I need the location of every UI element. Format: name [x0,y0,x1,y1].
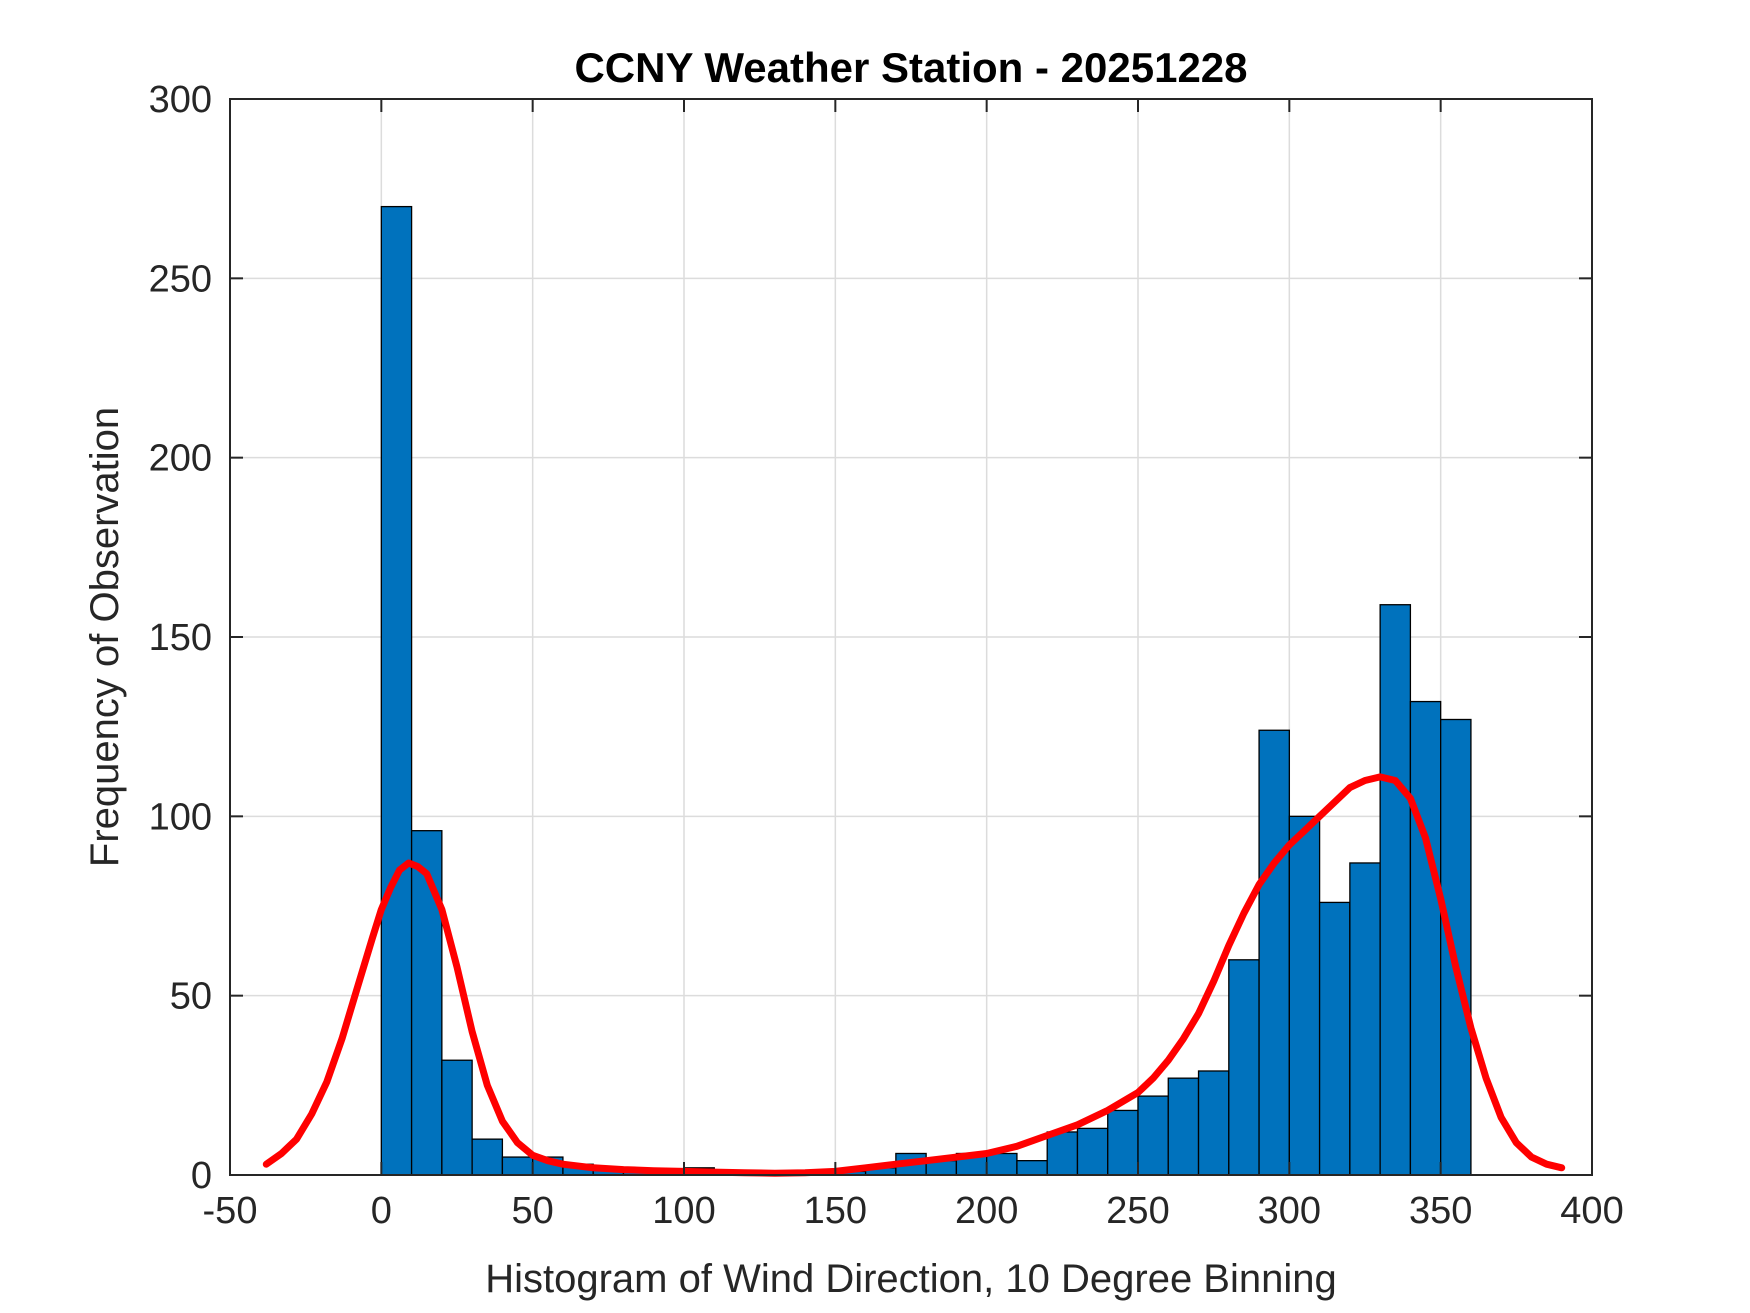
x-tick-label: 300 [1258,1190,1321,1232]
y-tick-label: 0 [191,1155,212,1197]
histogram-bars [380,205,1472,1176]
x-tick-label: 50 [512,1190,554,1232]
histogram-bar [1349,862,1381,1176]
histogram-bar [410,830,443,1176]
histogram-bar [1016,1160,1048,1176]
y-tick-label: 150 [149,617,212,659]
x-tick-label: 150 [804,1190,867,1232]
density-curve [262,773,1566,1177]
histogram-bar [1440,718,1472,1176]
histogram-bar [501,1156,534,1176]
histogram-bar [1107,1109,1139,1176]
histogram-bar [1318,901,1351,1176]
histogram-bar [1046,1131,1079,1176]
histogram-bar [1288,815,1321,1176]
histogram-bar [1167,1077,1200,1176]
axis-ticks: -50 0 50 100 150 200 250 300 350 4000501001502002… [149,79,1624,1232]
y-tick-label: 50 [170,976,212,1018]
x-tick-label: 100 [652,1190,715,1232]
y-tick-label: 200 [149,438,212,480]
x-tick-label: 400 [1560,1190,1623,1232]
y-tick-label: 100 [149,796,212,838]
density-curve-layer [262,773,1566,1177]
x-tick-label: 0 [371,1190,392,1232]
histogram-bar [1228,959,1260,1176]
histogram-bar [380,205,413,1176]
y-tick-label: 300 [149,79,212,121]
x-tick-label: 250 [1106,1190,1169,1232]
x-tick-label: 200 [955,1190,1018,1232]
histogram-bar [471,1138,504,1176]
x-axis-label: Histogram of Wind Direction, 10 Degree B… [485,1257,1337,1301]
histogram-bar [1137,1095,1169,1176]
histogram-bar [441,1059,473,1176]
histogram-bar [1076,1127,1109,1176]
y-tick-label: 250 [149,258,212,300]
histogram-bar [1409,700,1442,1176]
histogram-bar [1379,604,1412,1176]
chart-title: CCNY Weather Station - 20251228 [574,44,1247,91]
histogram-bar [986,1152,1018,1176]
y-axis-label: Frequency of Observation [83,407,127,867]
x-tick-label: -50 [203,1190,258,1232]
histogram-bar [1197,1070,1230,1176]
x-tick-label: 350 [1409,1190,1472,1232]
histogram-bar [1258,729,1290,1176]
